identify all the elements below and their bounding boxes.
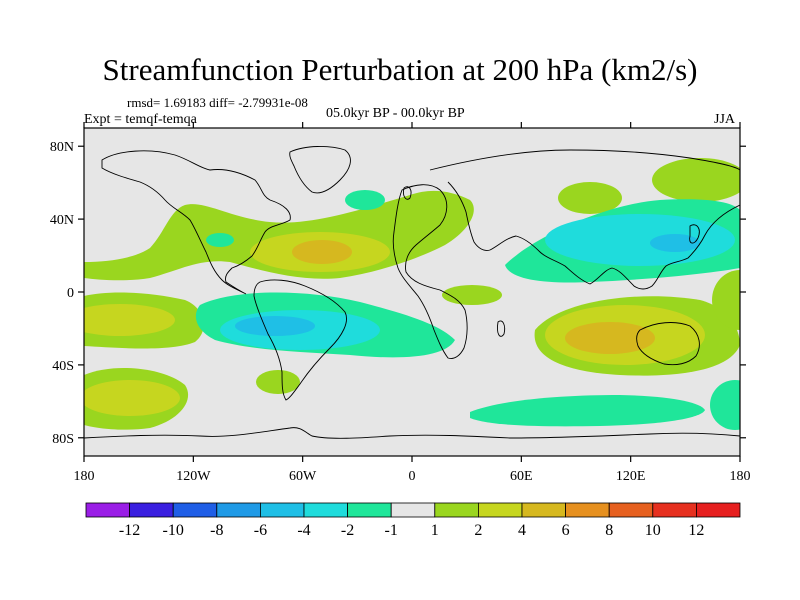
colorbar-bin xyxy=(347,502,392,518)
colorbar-bin xyxy=(390,502,436,518)
colorbar-label: -2 xyxy=(341,522,354,539)
coast-japan xyxy=(689,224,700,244)
coast-eurasia xyxy=(429,149,740,290)
coast-madagascar xyxy=(497,320,506,337)
anomaly-n-atlantic-neg xyxy=(345,190,385,210)
x-tick-label: 120E xyxy=(616,469,646,484)
coast-antarctica xyxy=(84,427,740,439)
colorbar-bin xyxy=(85,502,130,518)
x-axis: 180 120W 60W 0 60E 120E 180 xyxy=(74,122,751,484)
colorbar-label: 8 xyxy=(605,522,613,539)
colorbar-label: -1 xyxy=(385,522,398,539)
anomaly-asia-neg-mid xyxy=(545,214,735,266)
anomaly-sw-pacific-inner xyxy=(84,380,180,416)
anomaly-s-pacific-inner xyxy=(84,304,175,336)
y-axis: 80N 40N 0 40S 80S xyxy=(50,140,746,447)
colorbar-label: -6 xyxy=(254,522,267,539)
colorbar-bin xyxy=(477,502,523,518)
anomaly-s-america-neg-core xyxy=(235,316,315,336)
anomaly-s-america-south xyxy=(256,370,300,394)
anomaly-asia-neg-core xyxy=(650,234,700,252)
x-tick-label: 180 xyxy=(730,469,751,484)
colorbar-bin xyxy=(434,502,479,518)
negative-anomalies xyxy=(195,190,740,430)
anomaly-europe xyxy=(558,182,622,214)
x-tick-label: 60W xyxy=(289,469,317,484)
chart-title: Streamfunction Perturbation at 200 hPa (… xyxy=(102,52,698,87)
experiment-label: Expt = temqf-temqa xyxy=(84,112,197,127)
anomaly-n-atlantic-core xyxy=(292,240,352,264)
anomaly-arctic-east xyxy=(652,158,740,202)
colorbar-label: 4 xyxy=(518,522,526,539)
coast-south-america xyxy=(253,279,347,401)
colorbar-bin xyxy=(521,502,566,518)
x-tick-label: 180 xyxy=(74,469,95,484)
coastlines xyxy=(84,146,740,439)
y-tick-label: 40S xyxy=(52,359,74,374)
anomaly-southern-ocean xyxy=(470,395,705,427)
colorbar-label: 2 xyxy=(474,522,482,539)
colorbar-label: 12 xyxy=(688,522,704,539)
colorbar-bin xyxy=(565,502,610,518)
coast-australia xyxy=(636,322,700,366)
coast-north-america xyxy=(101,150,291,295)
colorbar-bin xyxy=(652,502,697,518)
colorbar-label: 6 xyxy=(562,522,570,539)
colorbar-bin xyxy=(608,502,654,518)
anomaly-n-pacific-neg xyxy=(206,233,234,247)
anomaly-indian-ocean-core xyxy=(565,322,655,354)
colorbar-bin xyxy=(216,502,261,518)
colorbar-label: -10 xyxy=(163,522,184,539)
period-label: 05.0kyr BP - 00.0kyr BP xyxy=(326,106,465,121)
coast-africa xyxy=(392,184,468,359)
colorbar-bin xyxy=(696,502,741,518)
colorbar-label: -8 xyxy=(210,522,223,539)
y-tick-label: 0 xyxy=(67,286,74,301)
anomaly-s-ocean-east xyxy=(710,380,740,430)
coast-greenland xyxy=(289,146,351,194)
colorbar: -12 -10 -8 -6 -4 -2 -1 1 2 4 6 8 10 12 xyxy=(85,502,741,539)
y-tick-label: 80S xyxy=(52,432,74,447)
y-tick-label: 80N xyxy=(50,140,74,155)
colorbar-bin xyxy=(259,502,305,518)
anomaly-africa-small xyxy=(442,285,502,305)
colorbar-label: -12 xyxy=(119,522,140,539)
anomaly-pacific-east xyxy=(712,270,740,330)
colorbar-bin xyxy=(129,502,174,518)
x-tick-label: 120W xyxy=(176,469,211,484)
colorbar-label: -4 xyxy=(297,522,310,539)
x-tick-label: 60E xyxy=(510,469,533,484)
stats-text: rmsd= 1.69183 diff= -2.79931e-08 xyxy=(127,95,308,110)
colorbar-label: 1 xyxy=(431,522,439,539)
coast-uk xyxy=(403,186,412,200)
colorbar-bin xyxy=(172,502,218,518)
colorbar-bin xyxy=(303,502,348,518)
season-label: JJA xyxy=(714,112,736,127)
x-tick-label: 0 xyxy=(409,469,416,484)
y-tick-label: 40N xyxy=(50,213,74,228)
colorbar-label: 10 xyxy=(645,522,661,539)
